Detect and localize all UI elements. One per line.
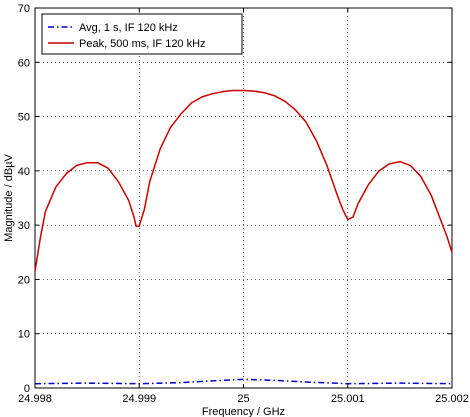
legend-label-peak: Peak, 500 ms, IF 120 kHz	[79, 38, 206, 50]
y-tick-label: 50	[18, 112, 30, 124]
series-peak-line	[34, 89, 453, 272]
x-axis-title: Frequency / GHz	[202, 406, 285, 417]
y-tick-label: 10	[18, 329, 30, 341]
y-tick-label: 30	[18, 220, 30, 232]
series-layer	[34, 89, 453, 385]
legend-box	[41, 13, 243, 55]
grid-lines	[35, 8, 452, 388]
x-tick-label: 25.001	[331, 393, 365, 405]
y-axis-title: Magnitude / dBµV	[3, 154, 15, 242]
x-axis: 24.998 24.999 25 25.001 25.002	[18, 8, 469, 405]
x-tick-label: 24.999	[122, 393, 156, 405]
x-tick-label: 25.002	[435, 393, 469, 405]
y-axis: 0 10 20 30 40 50 60 70	[18, 3, 452, 395]
y-tick-label: 0	[24, 383, 30, 395]
y-tick-label: 20	[18, 274, 30, 286]
legend-label-avg: Avg, 1 s, IF 120 kHz	[79, 22, 178, 34]
x-tick-label: 25	[237, 393, 249, 405]
series-avg-line	[34, 378, 453, 385]
y-tick-label: 70	[18, 3, 30, 15]
x-tick-label: 24.998	[18, 393, 52, 405]
legend: Avg, 1 s, IF 120 kHz Peak, 500 ms, IF 12…	[41, 13, 243, 55]
y-tick-label: 40	[18, 166, 30, 178]
y-tick-label: 60	[18, 57, 30, 69]
